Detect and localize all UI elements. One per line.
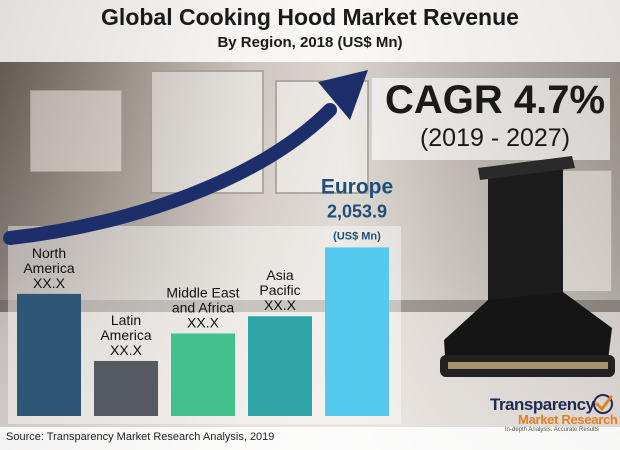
bar-label: XX.X [33, 275, 66, 291]
bar-label: North [32, 245, 66, 261]
bar-label: Pacific [259, 282, 300, 298]
source-note: Source: Transparency Market Research Ana… [6, 431, 275, 443]
title-band [0, 0, 620, 62]
source-band [0, 427, 620, 450]
bar-asia-pacific [248, 316, 312, 416]
growth-arrow-head [318, 70, 368, 120]
bar-label: XX.X [187, 314, 220, 330]
checkmark-icon [593, 394, 613, 414]
bar-label: and Africa [172, 299, 234, 315]
logo-name: Transparency [490, 395, 595, 414]
bar-latin-america [94, 360, 158, 416]
chart-subtitle: By Region, 2018 (US$ Mn) [217, 34, 403, 51]
bar-label: Asia [266, 267, 293, 283]
bar-europe [325, 247, 389, 416]
logo-subname: Market Research [518, 412, 618, 427]
bar-label: Latin [111, 312, 141, 328]
bar-north-america [17, 293, 81, 416]
bar-label: Europe [321, 175, 393, 198]
bar-label: XX.X [264, 297, 297, 313]
bar-label: America [100, 327, 152, 343]
cagr-label: CAGR 4.7% [384, 78, 606, 122]
range-hood-illustration [440, 156, 615, 377]
bar-label: (US$ Mn) [333, 230, 381, 242]
bar-label: 2,053.9 [327, 201, 387, 221]
bar-label: America [23, 260, 75, 276]
growth-arrow [3, 103, 337, 245]
chart-title: Global Cooking Hood Market Revenue [101, 4, 519, 30]
bar-label: XX.X [110, 342, 143, 358]
cagr-box [372, 78, 610, 160]
bar-middle-east-and-africa [171, 333, 235, 416]
bar-label: Middle East [166, 284, 239, 300]
logo-tagline: In-depth Analysis. Accurate Results [505, 427, 600, 433]
cagr-period: (2019 - 2027) [419, 124, 571, 152]
